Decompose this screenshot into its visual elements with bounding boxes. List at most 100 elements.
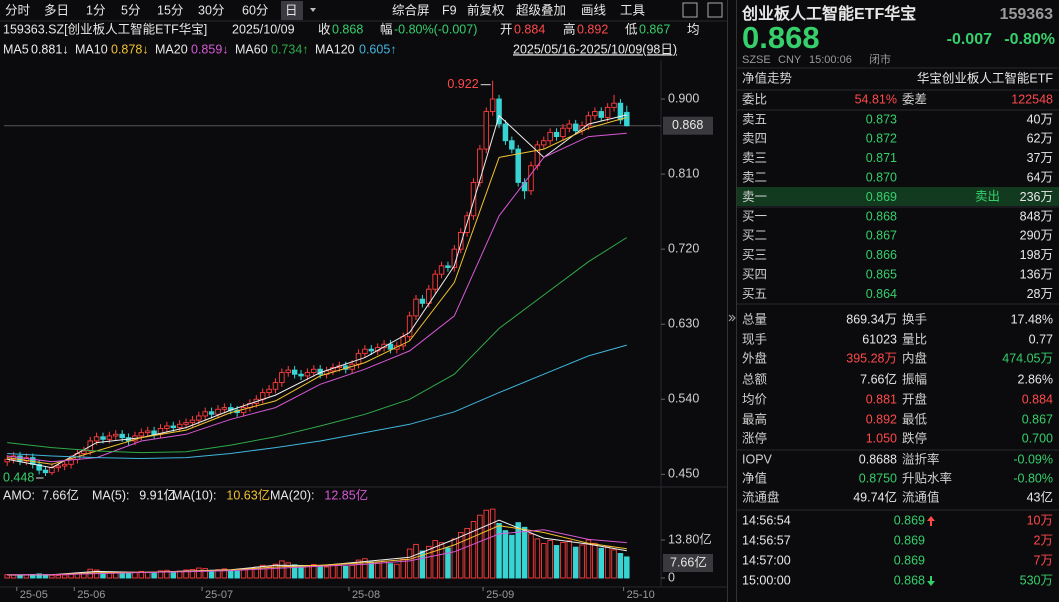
volume-bar	[432, 540, 438, 579]
collapse-icon[interactable]	[728, 314, 736, 322]
period-tab[interactable]: 分时	[5, 3, 31, 17]
stat-label: IOPV	[742, 452, 773, 466]
candle-body	[611, 102, 617, 108]
period-tab[interactable]: 多日	[44, 3, 69, 17]
volume-marker	[663, 554, 713, 572]
candle-body	[279, 372, 285, 384]
volume-bar	[521, 526, 528, 579]
tool-button[interactable]: F9	[442, 3, 457, 17]
y-tick-label: 0.630	[668, 317, 699, 331]
book-volume: 198万	[1020, 248, 1053, 262]
volume-bar	[566, 540, 573, 579]
candle-body	[515, 148, 521, 183]
volume-bar	[611, 549, 617, 579]
tool-button[interactable]: 前复权	[467, 2, 505, 17]
period-tab[interactable]: 1分	[86, 3, 105, 17]
best-ask-highlight	[737, 187, 1059, 206]
candle-body	[566, 123, 573, 129]
price-marker	[663, 116, 713, 135]
candle-body	[598, 111, 605, 118]
order-diff: 122548	[1011, 92, 1053, 106]
volume-bar	[406, 548, 413, 579]
y-tick-label: 0.450	[668, 467, 699, 481]
volume-marker-label: 7.66亿	[670, 554, 707, 569]
book-volume: 136万	[1020, 267, 1053, 281]
candle-body	[183, 422, 189, 425]
book-level: 卖五	[742, 112, 767, 126]
candle-body	[266, 388, 272, 394]
tool-button[interactable]: 画线	[581, 3, 607, 17]
candle-body	[477, 148, 483, 183]
period-tab[interactable]: 30分	[198, 3, 224, 17]
stat-value: 395.28万	[846, 351, 897, 365]
tool-button[interactable]: 综合屏	[392, 2, 430, 17]
book-volume: 62万	[1027, 132, 1053, 146]
ma-line	[7, 132, 627, 463]
candle-body	[489, 98, 496, 112]
volume-ma-name: MA(20):	[270, 488, 314, 502]
book-price: 0.872	[866, 132, 897, 146]
book-price: 0.866	[866, 248, 897, 262]
candle-body	[541, 140, 547, 146]
candle-body	[68, 458, 74, 465]
x-tick-label: 25-05	[20, 589, 48, 601]
volume-bar	[144, 572, 151, 579]
quote-status: 闭市	[869, 52, 891, 66]
candle-body	[624, 111, 630, 127]
ma-line	[7, 116, 627, 465]
stat-label: 振幅	[902, 371, 927, 386]
volume-bar	[509, 534, 515, 579]
volume-bar	[617, 553, 624, 579]
candle-body	[4, 458, 10, 463]
stat-label: 净值	[742, 470, 767, 485]
tool-icon[interactable]	[682, 2, 698, 18]
book-level: 买二	[742, 229, 767, 243]
volume-current: 7.66亿	[42, 487, 79, 502]
book-volume: 40万	[1027, 112, 1053, 126]
stat-value: 0.700	[1022, 431, 1053, 445]
volume-bar	[311, 564, 317, 579]
stat-label: 总额	[742, 372, 768, 386]
volume-bar	[534, 538, 541, 579]
stat-value: 2.86%	[1018, 372, 1053, 386]
book-level: 卖四	[742, 132, 767, 146]
candle-body	[10, 455, 17, 460]
candle-body	[202, 411, 208, 417]
stat-value: 0.892	[866, 412, 897, 426]
volume-bar	[592, 542, 598, 579]
tool-button[interactable]: 工具	[620, 3, 646, 17]
period-tab[interactable]: 60分	[242, 3, 268, 17]
candle-body	[547, 131, 553, 142]
ma-line	[7, 237, 628, 454]
info-open: 0.884	[514, 22, 545, 36]
period-tab[interactable]: 5分	[121, 3, 140, 17]
volume-bar	[541, 543, 547, 579]
tool-icon[interactable]	[707, 2, 723, 18]
stat-label: 最低	[902, 412, 928, 426]
volume-ma-name: MA(10):	[172, 488, 216, 502]
book-price: 0.867	[866, 229, 897, 243]
candle-body	[106, 435, 113, 440]
stat-value: 61023	[862, 332, 897, 346]
candle-body	[164, 425, 170, 429]
ma-line	[7, 114, 627, 469]
trade-price: 0.869	[894, 513, 925, 527]
tool-button[interactable]: 超级叠加	[516, 2, 566, 17]
period-tab[interactable]: 15分	[157, 3, 183, 17]
dropdown-icon[interactable]	[310, 8, 316, 12]
volume-bar	[400, 558, 406, 579]
ma-line	[7, 529, 627, 576]
volume-bar	[368, 561, 375, 579]
volume-ma-value: 10.63亿	[226, 487, 270, 502]
trade-time: 14:56:57	[742, 533, 791, 547]
volume-bar	[272, 563, 279, 579]
info-date: 2025/10/09	[232, 22, 295, 36]
candle-body	[592, 111, 598, 117]
period-tab[interactable]: 日	[285, 3, 298, 17]
trade-time: 14:56:54	[742, 513, 791, 527]
sell-tag: 卖出	[975, 189, 1000, 203]
volume-bar	[515, 522, 521, 579]
candle-body	[413, 298, 419, 317]
quote-currency: CNY	[778, 54, 802, 66]
candle-body	[151, 430, 157, 435]
